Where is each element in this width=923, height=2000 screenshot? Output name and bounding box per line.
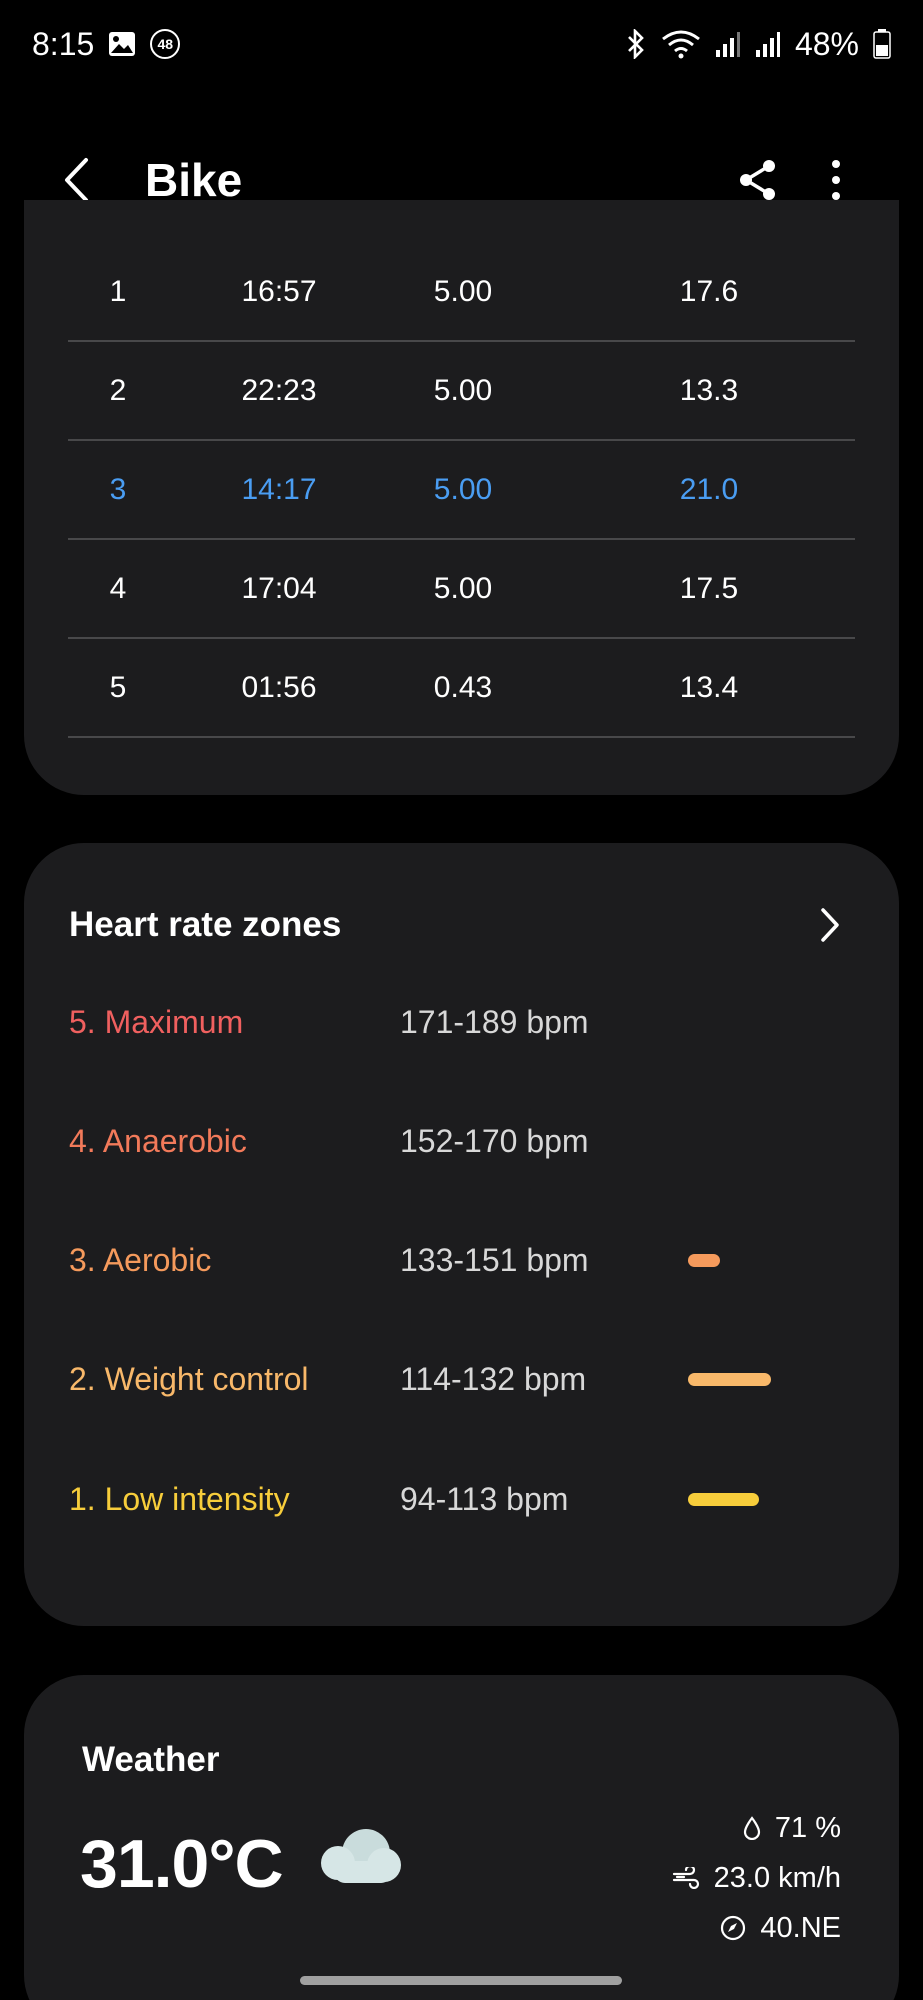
compass-icon [721, 1915, 746, 1941]
zone-bar [688, 1373, 771, 1386]
lap-speed: 13.4 [679, 671, 739, 704]
zone-bar [688, 1254, 720, 1267]
lap-time: 16:57 [241, 275, 317, 308]
cloudy-icon [314, 1825, 414, 1895]
zone-aerobic: 3. Aerobic 133-151 bpm [69, 1230, 869, 1290]
zone-name: 4. Anaerobic [69, 1123, 247, 1159]
weather-card: Weather 31.0°C 71 % 23.0 km/h 40.NE [24, 1675, 899, 2000]
notification-badge-icon: 48 [150, 29, 181, 59]
humidity-drop-icon [743, 1816, 760, 1840]
lap-speed: 21.0 [679, 473, 739, 506]
app-bar: Bike [0, 140, 923, 220]
lap-row-3: 3 14:17 5.00 21.0 [68, 441, 855, 540]
zone-name: 3. Aerobic [69, 1242, 212, 1278]
lap-row-5: 5 01:56 0.43 13.4 [68, 639, 855, 738]
weather-temperature: 31.0°C [80, 1826, 284, 1902]
zone-low-intensity: 1. Low intensity 94-113 bpm [69, 1469, 869, 1529]
humidity-value: 71 % [774, 1811, 841, 1844]
lap-number: 1 [109, 275, 127, 308]
lap-distance: 5.00 [433, 473, 493, 506]
lap-number: 3 [109, 473, 127, 506]
wind-speed-stat: 23.0 km/h [672, 1853, 841, 1903]
more-options-button[interactable] [812, 148, 860, 212]
bluetooth-icon [625, 29, 647, 59]
lap-speed: 17.6 [679, 275, 739, 308]
weather-stats: 71 % 23.0 km/h 40.NE [672, 1803, 841, 1953]
zone-maximum: 5. Maximum 171-189 bpm [69, 992, 869, 1052]
lap-time: 22:23 [241, 374, 317, 407]
lap-row-1: 1 16:57 5.00 17.6 [68, 243, 855, 342]
zone-name: 5. Maximum [69, 1004, 244, 1040]
share-icon [740, 160, 775, 200]
home-indicator[interactable] [300, 1976, 622, 1985]
zone-range: 94-113 bpm [400, 1481, 569, 1517]
signal-icon-sim1 [715, 30, 741, 58]
back-button[interactable] [62, 148, 110, 212]
weather-title: Weather [82, 1740, 220, 1779]
lap-number: 2 [109, 374, 127, 407]
zone-range: 152-170 bpm [400, 1123, 589, 1159]
zone-name: 2. Weight control [69, 1361, 309, 1397]
wind-icon [672, 1867, 699, 1889]
page-title: Bike [145, 154, 243, 206]
lap-distance: 0.43 [433, 671, 493, 704]
heart-rate-zones-title: Heart rate zones [69, 905, 342, 944]
lap-distance: 5.00 [433, 572, 493, 605]
wind-speed-value: 23.0 km/h [713, 1861, 841, 1894]
wifi-icon [661, 29, 701, 59]
signal-icon-sim2 [755, 30, 781, 58]
lap-distance: 5.00 [433, 275, 493, 308]
laps-card: 1 16:57 5.00 17.6 2 22:23 5.00 13.3 3 14… [24, 200, 899, 795]
zone-range: 171-189 bpm [400, 1004, 589, 1040]
more-vertical-icon [832, 160, 840, 200]
zone-range: 133-151 bpm [400, 1242, 589, 1278]
back-arrow-icon [65, 158, 88, 202]
lap-row-2: 2 22:23 5.00 13.3 [68, 342, 855, 441]
gallery-notification-icon [108, 31, 136, 57]
zone-name: 1. Low intensity [69, 1481, 290, 1517]
share-button[interactable] [734, 148, 782, 212]
lap-distance: 5.00 [433, 374, 493, 407]
humidity-stat: 71 % [672, 1803, 841, 1853]
zone-weight-control: 2. Weight control 114-132 bpm [69, 1349, 869, 1409]
lap-time: 14:17 [241, 473, 317, 506]
zone-bar [688, 1493, 759, 1506]
heart-rate-zones-card[interactable]: Heart rate zones 5. Maximum 171-189 bpm … [24, 843, 899, 1626]
zone-range: 114-132 bpm [400, 1361, 587, 1397]
lap-row-4: 4 17:04 5.00 17.5 [68, 540, 855, 639]
chevron-right-icon[interactable] [810, 903, 850, 947]
lap-time: 17:04 [241, 572, 317, 605]
zone-anaerobic: 4. Anaerobic 152-170 bpm [69, 1111, 869, 1171]
lap-speed: 17.5 [679, 572, 739, 605]
status-bar: 8:15 48 48% [0, 0, 923, 88]
status-time: 8:15 [32, 25, 95, 62]
wind-direction-stat: 40.NE [672, 1903, 841, 1953]
lap-number: 4 [109, 572, 127, 605]
battery-icon [873, 29, 891, 59]
lap-speed: 13.3 [679, 374, 739, 407]
lap-time: 01:56 [241, 671, 317, 704]
wind-direction-value: 40.NE [760, 1911, 841, 1944]
battery-percentage: 48% [794, 25, 859, 62]
lap-number: 5 [109, 671, 127, 704]
